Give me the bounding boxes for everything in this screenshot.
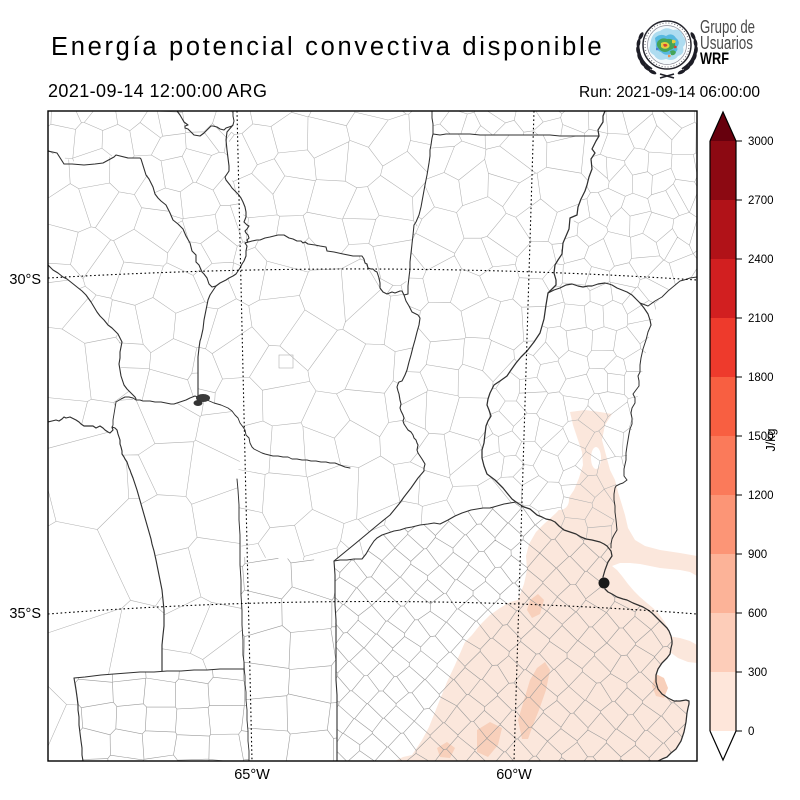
svg-text:Grupo de: Grupo de [700,17,755,37]
svg-text:Usuarios: Usuarios [700,33,753,53]
svg-text:J/kg: J/kg [764,428,778,451]
svg-text:3000: 3000 [748,136,774,148]
svg-text:WRF: WRF [700,50,729,68]
svg-text:2100: 2100 [748,313,774,325]
svg-text:2400: 2400 [748,254,774,266]
svg-text:65°W: 65°W [234,767,270,783]
svg-text:600: 600 [748,608,767,620]
svg-text:2700: 2700 [748,195,774,207]
svg-text:1200: 1200 [748,490,774,502]
svg-text:1800: 1800 [748,372,774,384]
svg-text:1500: 1500 [748,431,774,443]
svg-text:30°S: 30°S [9,272,41,288]
svg-text:0: 0 [748,726,754,738]
svg-text:35°S: 35°S [9,606,41,622]
svg-text:300: 300 [748,667,767,679]
svg-text:60°W: 60°W [496,767,532,783]
svg-text:900: 900 [748,549,767,561]
